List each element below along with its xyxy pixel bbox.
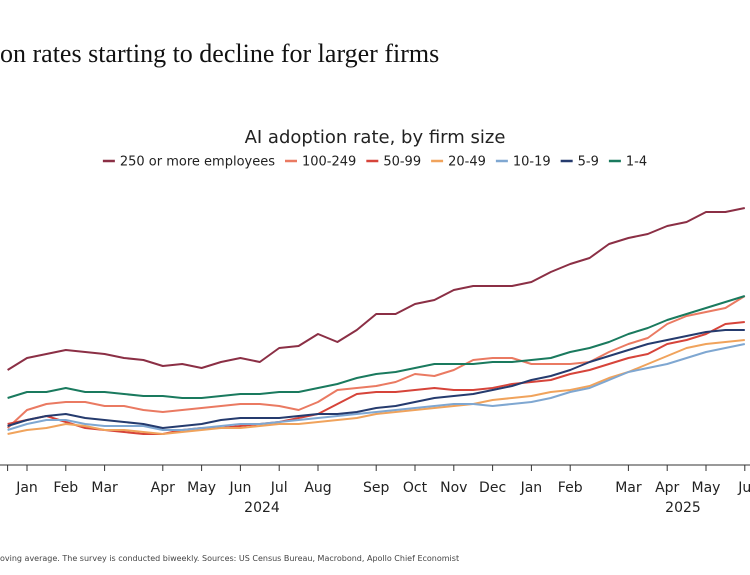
footer-note: oving average. The survey is conducted b… — [0, 554, 459, 563]
legend-item: 5-9 — [560, 155, 599, 170]
x-tick-label: Jun — [228, 480, 251, 496]
x-tick-label: Mar — [91, 480, 118, 496]
year-label: 2025 — [665, 500, 701, 516]
series-line — [7, 343, 746, 431]
series-line — [7, 207, 746, 371]
series-line — [6, 295, 746, 429]
x-tick-label: May — [692, 480, 721, 496]
x-tick-label: Mar — [615, 480, 642, 496]
x-tick-label: Ju — [737, 480, 750, 496]
legend-item: 20-49 — [431, 155, 486, 170]
legend-item: 100-249 — [284, 155, 356, 170]
series-line — [7, 329, 745, 429]
x-tick-label: Jul — [270, 480, 288, 496]
x-tick-label: Feb — [558, 480, 583, 496]
series-line — [7, 321, 745, 435]
year-label: 2024 — [244, 500, 280, 516]
x-tick-label: Feb — [53, 480, 78, 496]
x-tick-label: Apr — [655, 480, 679, 496]
chart-title: on rates starting to decline for larger … — [0, 39, 439, 68]
x-tick-label: May — [187, 480, 216, 496]
x-tick-label: Jan — [15, 480, 38, 496]
x-tick-label: Aug — [304, 480, 331, 496]
x-tick-label: Jan — [520, 480, 543, 496]
legend-label: 5-9 — [578, 155, 599, 170]
x-tick-label: Dec — [479, 480, 506, 496]
legend-item: 250 or more employees — [102, 155, 275, 170]
legend-label: 10-19 — [513, 155, 551, 170]
legend-label: 50-99 — [383, 155, 421, 170]
x-tick-label: Sep — [363, 480, 390, 496]
legend-label: 100-249 — [302, 155, 356, 170]
legend-item: 1-4 — [608, 155, 647, 170]
x-tick-label: Apr — [151, 480, 175, 496]
legend-label: 1-4 — [626, 155, 647, 170]
legend-item: 10-19 — [495, 155, 551, 170]
legend-item: 50-99 — [366, 155, 421, 170]
legend-label: 250 or more employees — [120, 155, 275, 170]
series-line — [7, 295, 746, 399]
x-tick-label: Oct — [403, 480, 428, 496]
chart-subtitle: AI adoption rate, by firm size — [245, 127, 506, 148]
legend-label: 20-49 — [448, 155, 486, 170]
x-tick-label: Nov — [440, 480, 467, 496]
